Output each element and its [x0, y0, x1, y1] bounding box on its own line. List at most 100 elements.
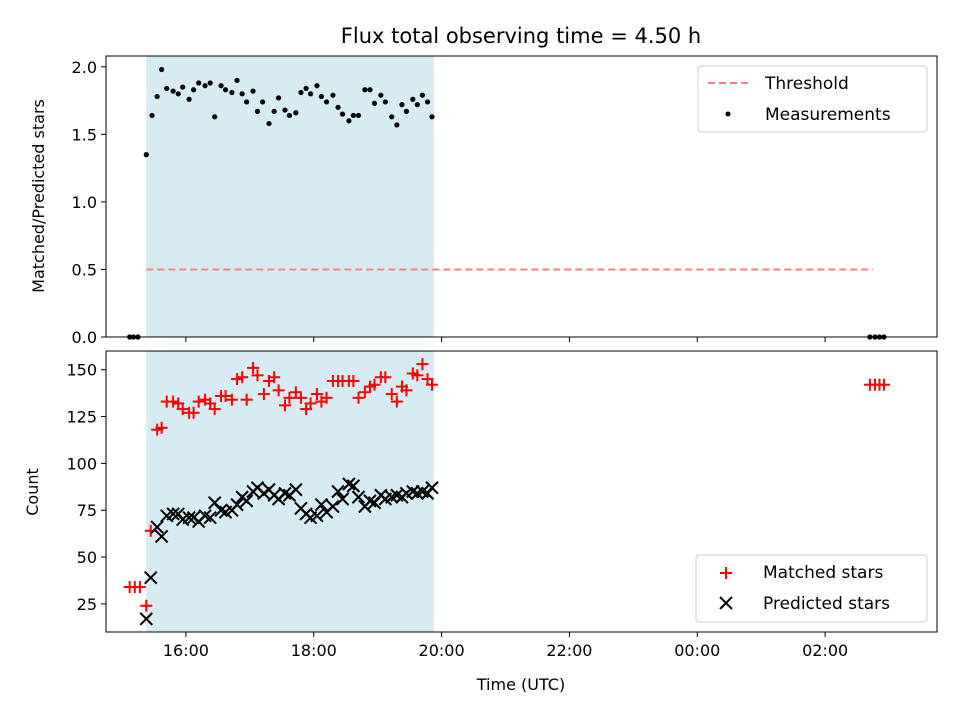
- count-axes-frame: [105, 350, 938, 633]
- measurement-point: [429, 114, 435, 120]
- matched-star-point: [219, 389, 232, 402]
- matched-star-point: [140, 599, 153, 612]
- measurement-point: [186, 96, 192, 102]
- predicted-star-point: [326, 499, 340, 514]
- matched-star-point: [176, 403, 189, 416]
- matched-star-point: [304, 397, 317, 410]
- measurement-point: [229, 89, 235, 96]
- ratio-y-axis-label: Matched/Predicted stars: [29, 99, 48, 293]
- measurement-point: [275, 95, 282, 101]
- measurement-points: [127, 66, 887, 340]
- x-tick-label: 18:00: [291, 641, 337, 660]
- measurement-point: [149, 112, 155, 119]
- matched-star-points: [123, 358, 890, 612]
- measurement-point: [394, 122, 400, 128]
- measurement-point: [164, 85, 170, 92]
- matched-star-point: [208, 403, 221, 416]
- matched-star-point: [416, 358, 429, 371]
- matched-star-point: [236, 371, 249, 384]
- matched-star-point: [390, 395, 403, 408]
- measurement-point: [414, 102, 420, 108]
- measurement-point: [378, 92, 384, 98]
- x-tick-label: 02:00: [802, 641, 848, 660]
- measurement-point: [180, 84, 186, 90]
- measurement-point: [399, 102, 405, 108]
- ratio-axes-frame: [105, 55, 938, 338]
- measurement-point: [271, 108, 277, 114]
- measurement-point: [286, 112, 293, 119]
- predicted-star-point: [278, 486, 292, 501]
- measurement-point: [234, 77, 240, 83]
- measurement-point: [254, 108, 261, 114]
- x-tick-label: 22:00: [546, 641, 592, 660]
- measurement-point: [250, 88, 256, 94]
- measurement-point: [307, 91, 314, 97]
- measurement-point: [202, 83, 208, 89]
- matched-star-point: [268, 371, 281, 384]
- predicted-star-point: [289, 482, 303, 497]
- count-y-axis-label: Count: [23, 468, 42, 516]
- measurement-point: [371, 100, 378, 106]
- measurement-point: [362, 87, 368, 93]
- predicted-star-point: [342, 477, 356, 491]
- measurement-point: [389, 114, 395, 120]
- measurement-point: [218, 83, 224, 89]
- predicted-star-point: [214, 503, 228, 517]
- predicted-star-point: [166, 507, 180, 521]
- x-tick-label: 00:00: [674, 641, 720, 660]
- measurement-point: [339, 111, 346, 117]
- measurement-point: [143, 152, 149, 158]
- matched-star-point: [385, 388, 398, 401]
- ratio-legend: Threshold Measurements: [697, 65, 928, 133]
- x-tick-label: 16:00: [163, 641, 209, 660]
- matched-star-point: [294, 391, 307, 404]
- measurement-point: [175, 91, 181, 97]
- matched-star-point: [320, 391, 333, 404]
- measurement-point: [346, 118, 352, 124]
- matched-star-point: [133, 581, 146, 594]
- predicted-star-point: [310, 509, 324, 523]
- y-tick-label: 150: [66, 361, 97, 380]
- measurement-point: [222, 87, 229, 93]
- predicted-star-point: [425, 481, 439, 495]
- chart-title: Flux total observing time = 4.50 h: [341, 24, 701, 48]
- measurement-point: [282, 107, 288, 113]
- measurement-point: [293, 110, 299, 116]
- measurement-point: [244, 99, 250, 105]
- measurement-point: [159, 66, 165, 73]
- count-panel: 25 50 75 100 125 150 16:00 18:00 20:00 22:00 00:0…: [23, 350, 938, 694]
- measurement-point: [330, 92, 336, 98]
- predicted-star-points: [139, 477, 439, 626]
- matched-star-point: [225, 393, 238, 406]
- y-tick-label: 25: [77, 595, 97, 614]
- y-tick-label: 1.5: [72, 125, 97, 144]
- matched-star-point: [240, 393, 253, 406]
- y-tick-label: 0.0: [72, 328, 97, 347]
- predicted-star-point: [314, 497, 329, 512]
- measurement-point: [367, 87, 373, 93]
- measurement-point: [314, 83, 320, 89]
- matched-star-point: [283, 391, 296, 404]
- y-tick-label: 50: [77, 548, 97, 567]
- matched-star-point: [272, 384, 285, 397]
- matched-star-point: [426, 378, 439, 391]
- x-axis-label: Time (UTC): [476, 675, 565, 694]
- predicted-star-point: [144, 570, 158, 585]
- measurement-point: [424, 99, 431, 105]
- predicted-star-point: [331, 484, 345, 499]
- predicted-legend-label: Predicted stars: [763, 594, 890, 614]
- ratio-legend-box: [697, 65, 928, 133]
- measurement-point: [190, 87, 197, 93]
- measurement-point: [196, 80, 202, 86]
- matched-star-point: [278, 399, 291, 412]
- matched-star-point: [251, 369, 264, 382]
- predicted-star-point: [346, 479, 361, 493]
- count-legend: Matched stars Predicted stars: [695, 554, 928, 623]
- measurement-point: [323, 99, 330, 105]
- predicted-star-point: [230, 497, 244, 512]
- predicted-star-point: [351, 490, 366, 504]
- measurement-point: [303, 85, 309, 92]
- measurement-point: [419, 92, 426, 98]
- measurement-point: [410, 96, 416, 102]
- matched-star-point: [167, 395, 180, 408]
